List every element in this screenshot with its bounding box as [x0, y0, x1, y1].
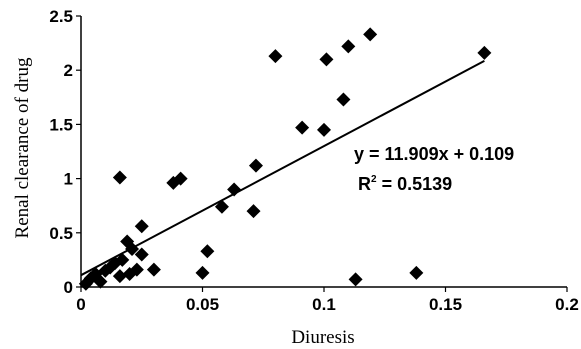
- data-point: [348, 272, 363, 287]
- y-tick-label: 0.5: [49, 224, 73, 243]
- data-point: [319, 52, 334, 67]
- data-point: [134, 219, 149, 234]
- data-point: [112, 170, 127, 185]
- data-point: [268, 49, 283, 64]
- data-point: [363, 27, 378, 42]
- data-point: [336, 92, 351, 107]
- x-tick-label: 0.1: [312, 295, 336, 314]
- y-tick-label: 1: [64, 170, 73, 189]
- x-tick-label: 0.15: [429, 295, 462, 314]
- r-squared-label: R2 = 0.5139: [358, 174, 452, 194]
- data-point: [173, 171, 188, 186]
- data-point: [115, 252, 130, 267]
- data-point: [200, 244, 215, 259]
- data-point: [195, 265, 210, 280]
- y-axis-ticks: 0 0.5 1 1.5 2 2.5: [49, 7, 81, 297]
- y-axis-title: Renal clearance of drug: [12, 57, 33, 238]
- x-tick-label: 0: [76, 295, 85, 314]
- data-point: [295, 120, 310, 135]
- x-tick-label: 0.05: [186, 295, 219, 314]
- data-point: [93, 274, 108, 289]
- trendline-equation: y = 11.909x + 0.109: [354, 144, 514, 164]
- y-tick-label: 2.5: [49, 7, 73, 26]
- r-squared-superscript: 2: [371, 174, 377, 185]
- trendline-group: [80, 60, 485, 277]
- data-point: [134, 247, 149, 262]
- data-point: [146, 262, 161, 277]
- y-tick-label: 0: [64, 278, 73, 297]
- data-point: [129, 262, 144, 277]
- data-point: [112, 269, 127, 284]
- data-point: [248, 158, 263, 173]
- y-tick-label: 1.5: [49, 115, 73, 134]
- data-point: [317, 122, 331, 137]
- data-point: [246, 204, 261, 219]
- r-squared-r: R: [358, 174, 371, 194]
- data-point: [477, 45, 492, 60]
- trendline: [80, 60, 485, 277]
- y-tick-label: 2: [64, 61, 73, 80]
- x-axis-ticks: 0 0.05 0.1 0.15 0.2: [76, 287, 579, 314]
- data-point: [341, 39, 356, 54]
- data-point: [409, 265, 424, 280]
- x-axis-title: Diuresis: [291, 327, 354, 348]
- r-squared-value: = 0.5139: [377, 174, 453, 194]
- x-tick-label: 0.2: [555, 295, 579, 314]
